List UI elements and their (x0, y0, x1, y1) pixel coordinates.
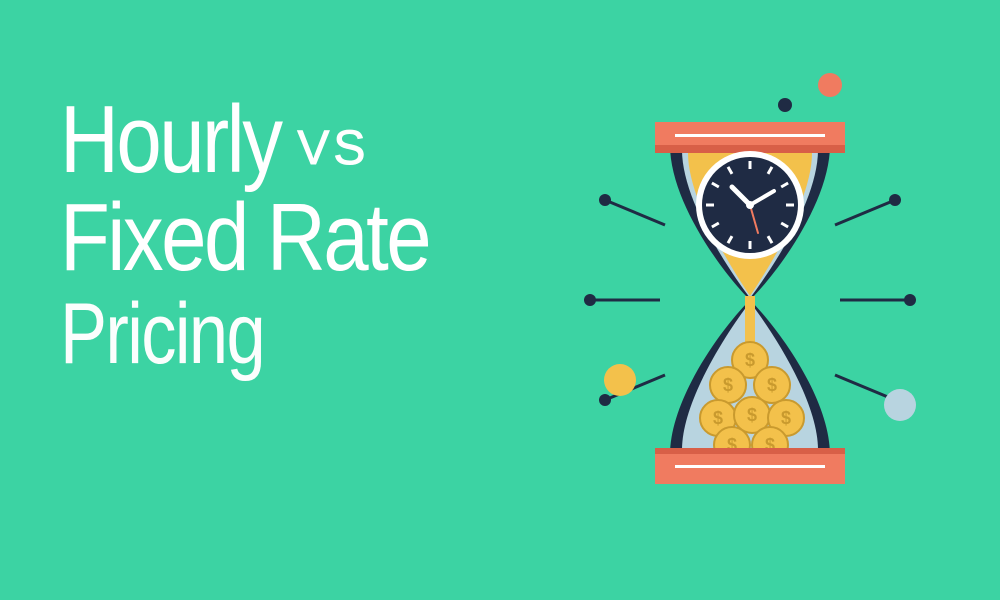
svg-text:$: $ (713, 408, 723, 428)
svg-text:$: $ (745, 350, 755, 370)
title-vs: VS (297, 121, 369, 176)
title-line-1: Hourly VS (60, 85, 494, 195)
title-fixed-rate: Fixed Rate (60, 183, 429, 293)
infographic-canvas: Hourly VS Fixed Rate Pricing $$$$$$$$ (0, 0, 1000, 600)
hourglass-icon: $$$$$$$$ (560, 50, 940, 550)
hourglass-graphic: $$$$$$$$ (560, 50, 940, 550)
title-block: Hourly VS Fixed Rate Pricing (60, 85, 494, 384)
svg-text:$: $ (747, 405, 757, 425)
svg-text:$: $ (767, 375, 777, 395)
title-hourly: Hourly (60, 85, 280, 195)
svg-text:$: $ (781, 408, 791, 428)
svg-text:$: $ (723, 375, 733, 395)
title-pricing: Pricing (60, 285, 416, 384)
